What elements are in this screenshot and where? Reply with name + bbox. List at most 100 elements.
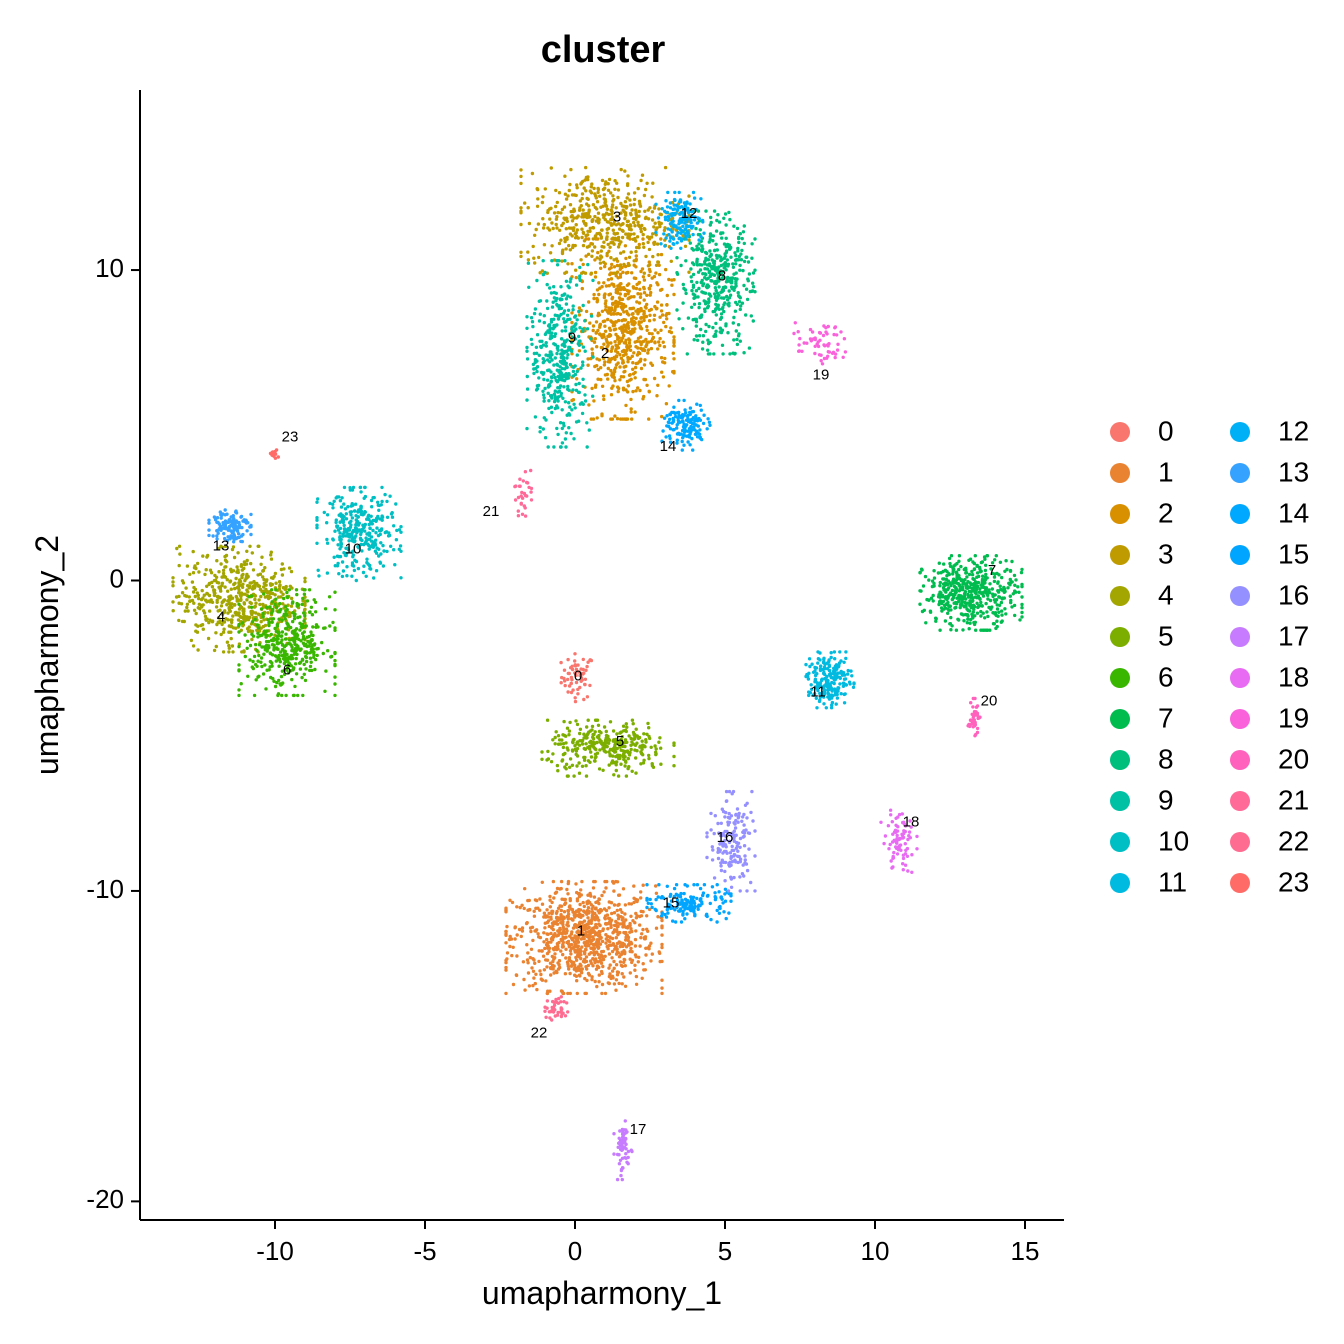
data-point [607,741,611,745]
data-point [561,421,566,425]
data-point [584,254,588,258]
data-point [575,764,579,768]
data-point [651,181,655,185]
data-point [607,177,612,182]
data-point [630,769,634,773]
data-point [572,960,576,965]
data-point [563,271,567,275]
data-point [603,360,607,364]
data-point [625,283,630,287]
data-point [620,235,625,240]
data-point [606,188,611,192]
data-point [558,887,562,891]
data-point [599,254,603,258]
data-point [171,600,175,604]
data-point [617,955,622,959]
data-point [560,250,565,254]
data-point [315,541,319,545]
data-point [315,516,319,520]
data-point [376,503,380,507]
data-point [546,391,550,395]
data-point [971,596,975,600]
data-point [590,916,594,920]
data-point [372,518,377,523]
data-point [555,934,559,938]
data-point [237,644,241,649]
data-point [700,263,704,267]
data-point [580,411,585,416]
data-point [541,954,546,958]
data-point [660,986,664,990]
data-point [934,616,938,620]
data-point [568,362,573,367]
data-point [562,205,567,209]
data-point [585,421,589,425]
data-point [737,300,742,304]
data-point [647,944,652,948]
data-point [632,191,637,195]
data-point [546,368,550,373]
data-point [248,581,252,585]
data-point [504,929,508,934]
data-point [535,204,540,208]
data-point [604,750,608,754]
data-point [597,922,601,926]
data-point [196,606,200,610]
data-point [995,619,999,623]
data-point [563,972,568,976]
data-point [610,949,615,954]
data-point [580,227,584,231]
data-point [609,368,613,373]
data-point [639,315,644,320]
data-point [722,266,726,270]
data-point [520,903,524,907]
data-point [573,948,577,953]
data-point [980,585,984,589]
data-point [605,207,610,211]
data-point [236,551,240,555]
data-point [597,281,601,285]
data-point [950,624,954,628]
data-point [273,654,278,658]
data-point [221,650,226,654]
data-point [618,753,622,758]
data-point [629,250,633,254]
data-point [518,905,522,910]
data-point [655,242,660,246]
data-point [581,208,585,212]
data-point [519,254,523,259]
data-point [565,365,569,370]
data-point [614,963,619,967]
data-point [608,272,612,277]
data-point [593,234,598,238]
data-point [988,598,993,603]
data-point [180,579,185,583]
data-point [231,650,235,654]
data-point [525,387,530,391]
data-point [717,279,721,283]
data-point [595,345,599,349]
data-point [235,565,239,569]
data-point [300,631,305,636]
data-point [741,268,745,273]
data-point [600,309,605,313]
data-point [949,608,953,612]
data-point [720,288,725,292]
data-point [981,611,985,615]
data-point [537,319,542,323]
data-point [239,598,243,602]
data-point [562,309,567,313]
data-point [740,301,745,305]
data-point [568,280,572,284]
data-point [716,213,720,217]
data-point [577,390,581,395]
data-point [543,187,547,191]
data-point [714,242,718,246]
data-point [540,200,545,205]
data-point [593,275,598,279]
data-point [587,209,591,214]
data-point [556,769,560,773]
data-point [606,226,611,231]
data-point [570,219,575,223]
data-point [624,232,628,236]
